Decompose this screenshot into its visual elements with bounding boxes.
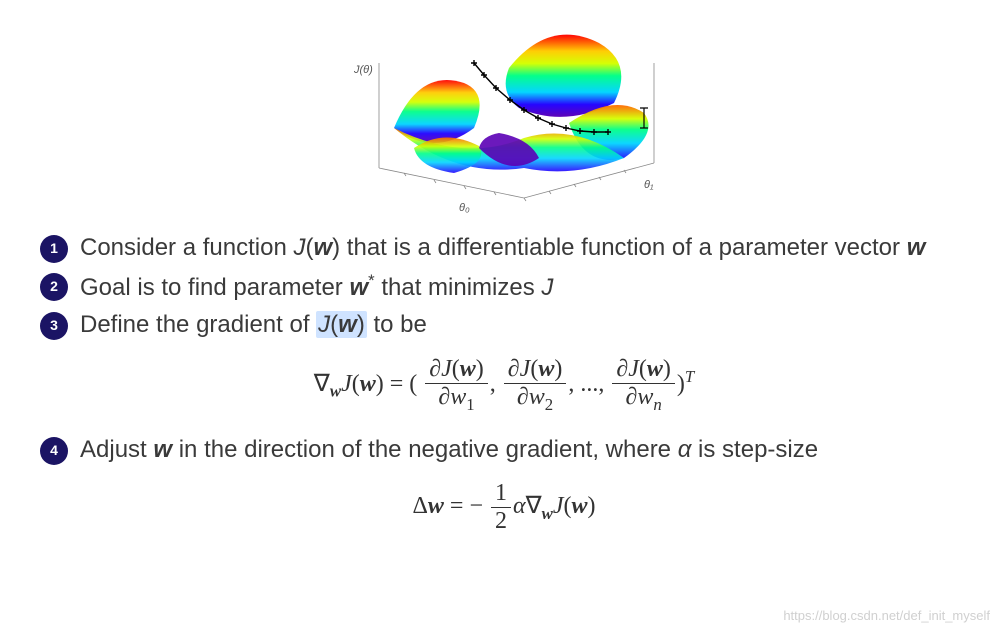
b3-po: ( [330,311,338,338]
eq1-i1: 1 [466,395,474,414]
bullet-marker-3: 3 [40,312,68,340]
bullet-4-text: Adjust w in the direction of the negativ… [80,433,968,467]
eq1-w: w [360,371,376,397]
b1-w2: w [907,234,926,261]
b3-pc: ) [357,311,365,338]
eq2-nabla: ∇ [526,493,542,519]
b1-a: Consider a function [80,234,293,261]
watermark: https://blog.csdn.net/def_init_myself [783,608,990,623]
b4-c: is step-size [691,436,818,463]
b4-a: Adjust [80,436,153,463]
eq1-p1n: ∂ [429,356,441,382]
eq1-wnd: w [637,384,653,410]
eq1-eq: = ( [384,371,418,397]
svg-text:θ₀: θ₀ [459,202,470,213]
bullet-1-text: Consider a function J(w) that is a diffe… [80,231,968,265]
b1-b: that is a differentiable function of a p… [340,234,907,261]
eq1-dots: , ..., [568,371,610,397]
eq1-in: n [653,395,661,414]
eq2-subw: w [542,504,553,523]
eq1-T: T [685,367,694,386]
b2-J: J [541,274,553,301]
bullet-marker-2: 2 [40,273,68,301]
eq1-subw: w [330,382,341,401]
bullet-list-2: 4 Adjust w in the direction of the negat… [0,433,1008,467]
b2-b: that minimizes [375,274,542,301]
eq1-w2d: w [529,384,545,410]
eq2-c: ) [588,493,596,519]
bullet-marker-1: 1 [40,235,68,263]
surface-plot: J(θ) θ₁ θ₀ [324,8,684,213]
eq1-cp: ) [677,371,685,397]
eq2-w: w [428,493,444,519]
b3-a: Define the gradient of [80,311,316,338]
eq1-o: ( [352,371,360,397]
eq1-Jn: J [628,356,639,382]
bullet-2: 2 Goal is to find parameter w* that mini… [40,269,968,305]
bullet-3-text: Define the gradient of J(w) to be [80,308,968,342]
b3-w: w [338,311,357,338]
b4-b: in the direction of the negative gradien… [172,436,678,463]
eq1-w1d: w [450,384,466,410]
eq1-fracn: ∂J(w) ∂wn [612,356,675,415]
eq1-frac1: ∂J(w) ∂w1 [425,356,488,415]
b2-a: Goal is to find parameter [80,274,349,301]
bullet-3: 3 Define the gradient of J(w) to be [40,308,968,342]
bullet-1: 1 Consider a function J(w) that is a dif… [40,231,968,265]
bullet-4: 4 Adjust w in the direction of the negat… [40,433,968,467]
eq2-D: Δ [412,493,427,519]
eq2-J: J [553,493,564,519]
eq1-i2: 2 [545,395,553,414]
eq1-w2n: w [538,356,554,382]
b1-w: w [313,234,332,261]
eq1-J: J [341,371,352,397]
update-equation: Δw = − 1 2 α∇wJ(w) [0,480,1008,535]
eq2-half: 1 2 [491,480,511,535]
svg-text:θ₁: θ₁ [644,179,654,191]
bullet-list: 1 Consider a function J(w) that is a dif… [0,231,1008,342]
eq1-p2d: ∂ [517,384,529,410]
eq2-eq: = − [444,493,483,519]
eq1-p2n: ∂ [508,356,520,382]
gradient-equation: ∇wJ(w) = ( ∂J(w) ∂w1 , ∂J(w) ∂w2 , ..., … [0,356,1008,415]
eq2-alpha: α [513,493,526,519]
b3-J: J [318,311,330,338]
eq2-o: ( [564,493,572,519]
b4-alpha: α [678,436,692,463]
eq1-frac2: ∂J(w) ∂w2 [504,356,567,415]
b4-w: w [153,436,172,463]
eq1-w1n: w [460,356,476,382]
eq1-pnn: ∂ [616,356,628,382]
eq2-hn: 1 [491,480,511,507]
bullet-marker-4: 4 [40,437,68,465]
svg-text:J(θ): J(θ) [353,64,373,76]
eq1-p1d: ∂ [438,384,450,410]
b1-J: J [293,234,305,261]
b2-w: w [349,274,368,301]
bullet-2-text: Goal is to find parameter w* that minimi… [80,269,968,305]
eq1-wnn: w [647,356,663,382]
eq1-J1: J [441,356,452,382]
eq1-J2: J [520,356,531,382]
eq2-w2: w [572,493,588,519]
b1-pc: ) [332,234,340,261]
b3-b: to be [367,311,427,338]
eq1-nabla: ∇ [314,371,330,397]
eq1-c: ) [376,371,384,397]
eq1-pnd: ∂ [625,384,637,410]
eq1-com1: , [490,371,502,397]
eq2-hd: 2 [491,507,511,535]
